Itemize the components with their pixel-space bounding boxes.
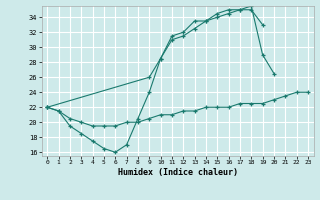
X-axis label: Humidex (Indice chaleur): Humidex (Indice chaleur) [118,168,237,177]
